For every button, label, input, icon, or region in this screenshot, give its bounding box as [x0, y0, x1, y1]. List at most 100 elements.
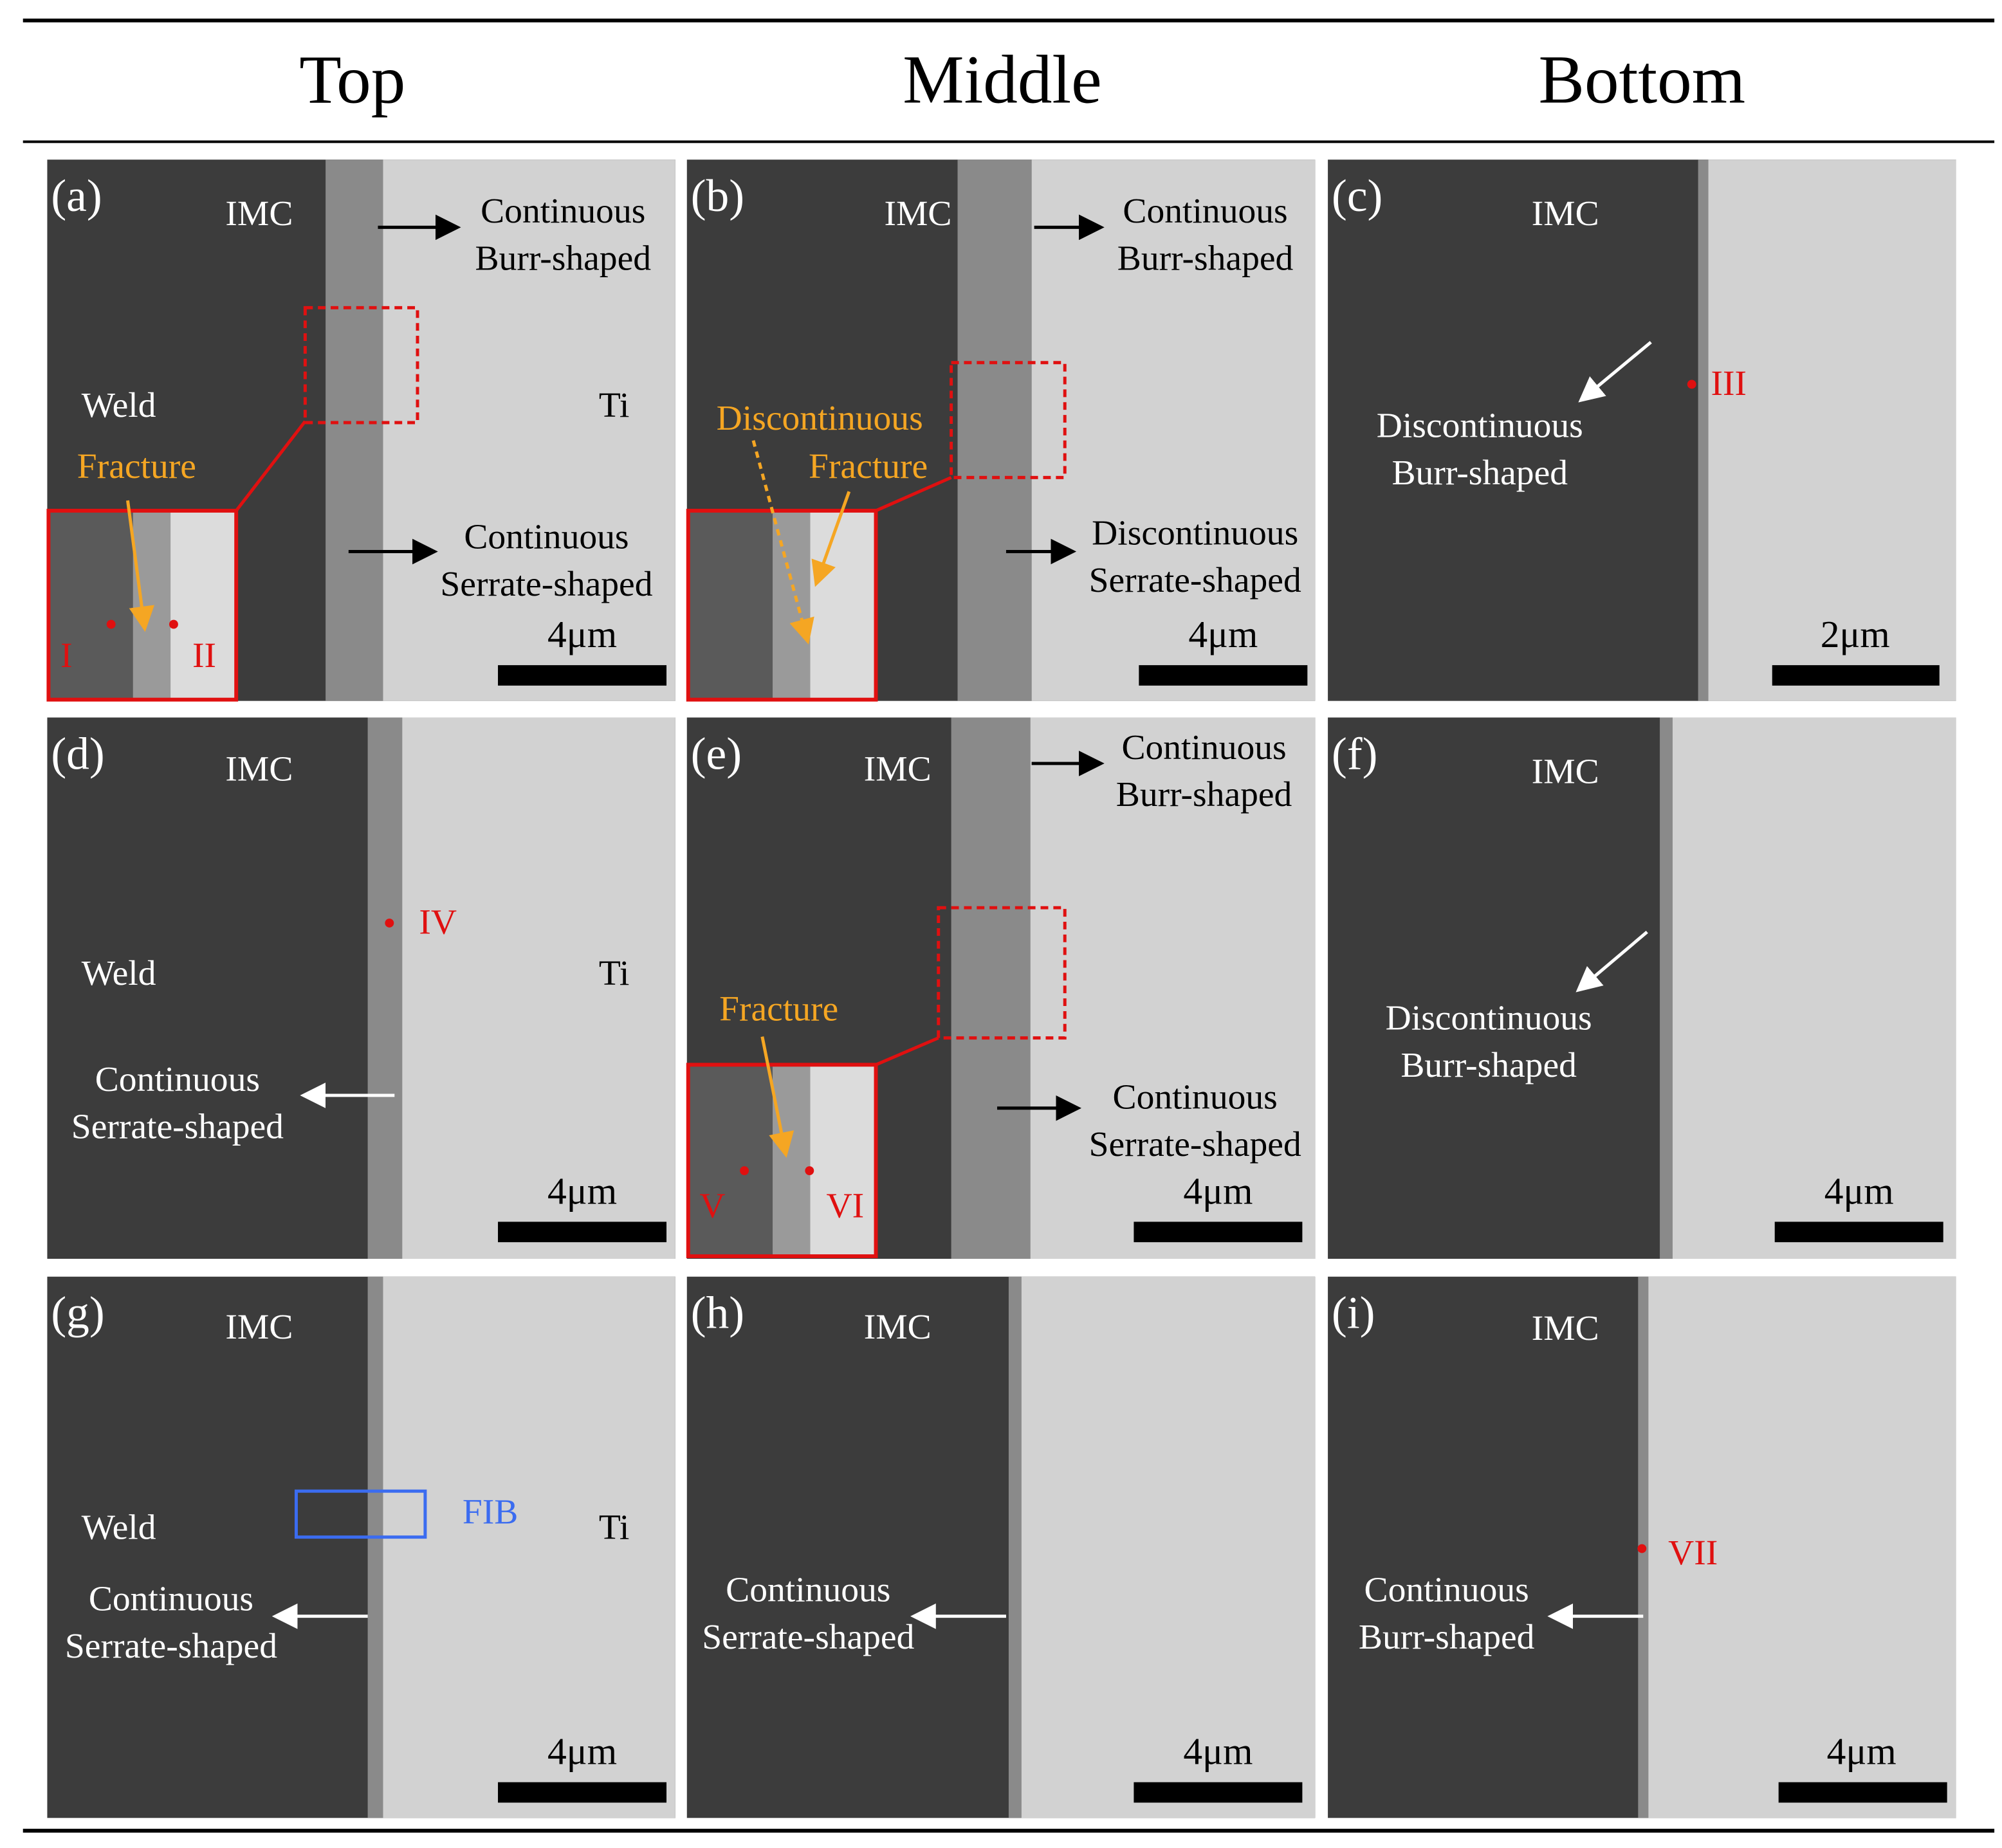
annotation: Continuous	[1123, 191, 1287, 231]
scale-label: 4μm	[547, 613, 617, 655]
annotation: Burr-shaped	[475, 239, 651, 279]
inset-band	[133, 510, 171, 700]
annotation: V	[699, 1185, 725, 1225]
point	[740, 1166, 749, 1175]
scale-label: 4μm	[1827, 1730, 1896, 1773]
micrograph-band	[957, 160, 1032, 701]
point	[805, 1166, 814, 1175]
annotation: Burr-shaped	[1117, 239, 1294, 279]
annotation: Serrate-shaped	[1089, 1124, 1301, 1164]
column-header: Middle	[903, 42, 1102, 118]
annotation: Serrate-shaped	[71, 1106, 284, 1146]
inset-frame	[46, 508, 239, 702]
annotation: Ti	[599, 1507, 629, 1547]
annotation: IMC	[885, 194, 952, 233]
micrograph-band	[367, 1276, 383, 1818]
micrograph-ti	[1672, 717, 1956, 1259]
annotation: Continuous	[481, 191, 645, 231]
point	[1687, 380, 1696, 389]
inset-light	[810, 510, 876, 700]
panel-label: (f)	[1332, 728, 1377, 779]
panel-label: (h)	[691, 1288, 744, 1339]
column-header: Bottom	[1539, 42, 1746, 118]
arrow	[1578, 341, 1652, 403]
point	[169, 619, 178, 629]
annotation: Burr-shaped	[1400, 1045, 1577, 1085]
scale-bar	[498, 1782, 667, 1803]
annotation: IMC	[864, 749, 932, 789]
inset-frame	[686, 508, 878, 702]
inset-light	[810, 1065, 876, 1257]
annotation: IMC	[1532, 194, 1599, 233]
micrograph-ti	[383, 1276, 675, 1818]
annotation: Discontinuous	[1377, 406, 1583, 446]
annotation: IMC	[864, 1307, 932, 1347]
arrow	[811, 491, 851, 587]
annotation: FIB	[463, 1492, 518, 1532]
micrograph-band	[1660, 717, 1673, 1259]
arrow	[1575, 931, 1648, 993]
micrograph-ti	[1708, 160, 1956, 701]
panel-label: (g)	[51, 1288, 104, 1339]
annotation: IMC	[1532, 1308, 1599, 1348]
scale-bar	[498, 665, 667, 686]
annotation: Fracture	[809, 446, 928, 486]
scale-label: 2μm	[1821, 613, 1890, 655]
annotation: VII	[1668, 1533, 1718, 1573]
annotation: Ti	[599, 953, 629, 993]
annotation: Continuous	[464, 517, 629, 556]
micrograph-band	[326, 160, 383, 701]
annotation: III	[1711, 363, 1747, 403]
annotation: Discontinuous	[717, 398, 923, 438]
annotation: Burr-shaped	[1359, 1617, 1535, 1657]
annotation: Continuous	[89, 1579, 253, 1619]
inset-band	[773, 1065, 811, 1257]
inset-connector	[875, 1036, 939, 1066]
annotation: Burr-shaped	[1116, 774, 1292, 814]
scale-label: 4μm	[547, 1730, 617, 1773]
arrow	[760, 1036, 794, 1158]
annotation: Ti	[599, 385, 629, 425]
annotation: Continuous	[1364, 1570, 1529, 1610]
scale-label: 4μm	[1824, 1169, 1894, 1212]
panel-label: (d)	[51, 728, 104, 779]
annotation: Fracture	[77, 446, 196, 486]
scale-label: 4μm	[1183, 1730, 1253, 1773]
panel-label: (a)	[51, 170, 102, 221]
arrow	[126, 500, 155, 632]
scale-bar	[1139, 665, 1308, 686]
scale-bar	[498, 1221, 667, 1243]
annotation: Continuous	[1113, 1077, 1278, 1117]
annotation: IMC	[225, 194, 293, 233]
inset-band	[773, 510, 811, 700]
zoom-box	[303, 306, 419, 425]
zoom-box	[937, 906, 1067, 1040]
annotation: Weld	[82, 953, 156, 993]
annotation: Weld	[82, 385, 156, 425]
micrograph-ti	[402, 717, 675, 1259]
scale-label: 4μm	[1183, 1169, 1253, 1212]
annotation: Discontinuous	[1092, 513, 1298, 553]
panel-label: (b)	[691, 170, 744, 221]
point	[1637, 1544, 1647, 1553]
panel-label: (i)	[1332, 1288, 1375, 1339]
point	[106, 619, 116, 629]
inset-connector	[875, 476, 952, 513]
panel-label: (c)	[1332, 170, 1382, 221]
annotation: VI	[827, 1185, 865, 1225]
inset-frame	[686, 1063, 878, 1258]
annotation: II	[192, 636, 216, 675]
annotation: Weld	[82, 1507, 156, 1547]
annotation: IV	[419, 902, 457, 942]
scale-label: 4μm	[1188, 613, 1258, 655]
point	[385, 919, 394, 928]
annotation: IMC	[225, 1307, 293, 1347]
micrograph-ti	[383, 160, 675, 701]
annotation: Fracture	[719, 989, 838, 1029]
annotation: Discontinuous	[1386, 998, 1592, 1038]
scale-bar	[1772, 665, 1940, 686]
micrograph-band	[367, 717, 403, 1259]
fib-box	[294, 1489, 427, 1539]
